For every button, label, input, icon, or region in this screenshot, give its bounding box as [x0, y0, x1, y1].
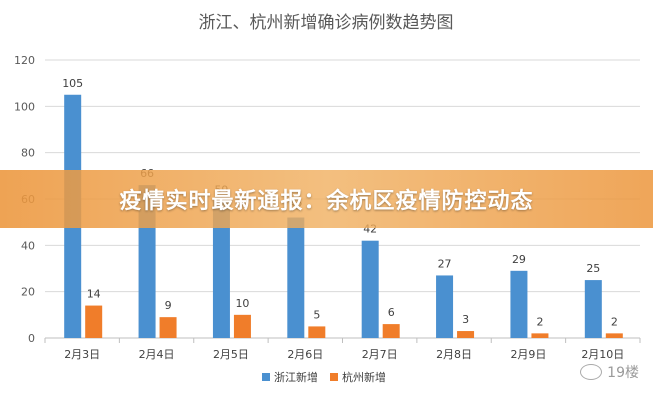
bar — [531, 333, 549, 338]
bar — [382, 324, 400, 338]
bar — [212, 201, 230, 338]
data-label: 2 — [611, 315, 618, 328]
data-label: 2 — [536, 315, 543, 328]
y-tick-label: 40 — [21, 239, 35, 252]
data-label: 6 — [388, 306, 395, 319]
x-axis: 2月3日 2月4日 2月5日 2月6日 2月7日 2月8日 2月9日 2月10日 — [44, 338, 641, 361]
watermark-text: 19楼 — [607, 365, 639, 381]
y-tick-label: 100 — [14, 100, 35, 113]
x-tick-label: 2月4日 — [139, 348, 175, 361]
data-label: 25 — [586, 262, 600, 275]
data-label: 3 — [462, 313, 469, 326]
bar — [584, 280, 602, 338]
chart-title: 浙江、杭州新增确诊病例数趋势图 — [199, 13, 454, 33]
x-tick-label: 2月9日 — [510, 348, 546, 361]
bar — [457, 331, 475, 338]
x-tick-label: 2月7日 — [362, 348, 398, 361]
watermark: 19楼 — [580, 362, 639, 382]
x-tick-label: 2月3日 — [64, 348, 100, 361]
x-tick-label: 2月8日 — [436, 348, 472, 361]
x-tick-label: 2月5日 — [213, 348, 249, 361]
bar — [233, 314, 251, 338]
bar — [361, 240, 379, 338]
y-tick-label: 80 — [21, 147, 35, 160]
legend: 浙江新增 杭州新增 — [262, 370, 386, 384]
data-label: 29 — [512, 253, 526, 266]
data-label: 27 — [438, 257, 452, 270]
legend-label: 杭州新增 — [342, 370, 386, 384]
bar — [605, 333, 623, 338]
x-tick-label: 2月10日 — [581, 348, 624, 361]
data-label: 14 — [87, 288, 101, 301]
bar — [308, 326, 326, 338]
data-label: 9 — [165, 299, 172, 312]
legend-swatch — [262, 373, 270, 381]
headline-banner: 疫情实时最新通报：余杭区疫情防控动态 — [0, 170, 653, 228]
y-tick-label: 0 — [28, 332, 35, 345]
banner-text: 疫情实时最新通报：余杭区疫情防控动态 — [119, 189, 534, 214]
data-label: 5 — [313, 308, 320, 321]
bar — [85, 305, 103, 338]
legend-swatch — [330, 373, 338, 381]
bar — [287, 217, 305, 338]
bar — [510, 270, 528, 338]
legend-label: 浙江新增 — [274, 370, 318, 384]
wechat-icon — [580, 364, 603, 380]
y-tick-label: 20 — [21, 286, 35, 299]
data-label: 10 — [235, 297, 249, 310]
bar — [159, 317, 177, 338]
bar — [436, 275, 454, 338]
x-tick-label: 2月6日 — [287, 348, 323, 361]
y-tick-label: 120 — [14, 54, 35, 67]
data-label: 105 — [62, 77, 83, 90]
